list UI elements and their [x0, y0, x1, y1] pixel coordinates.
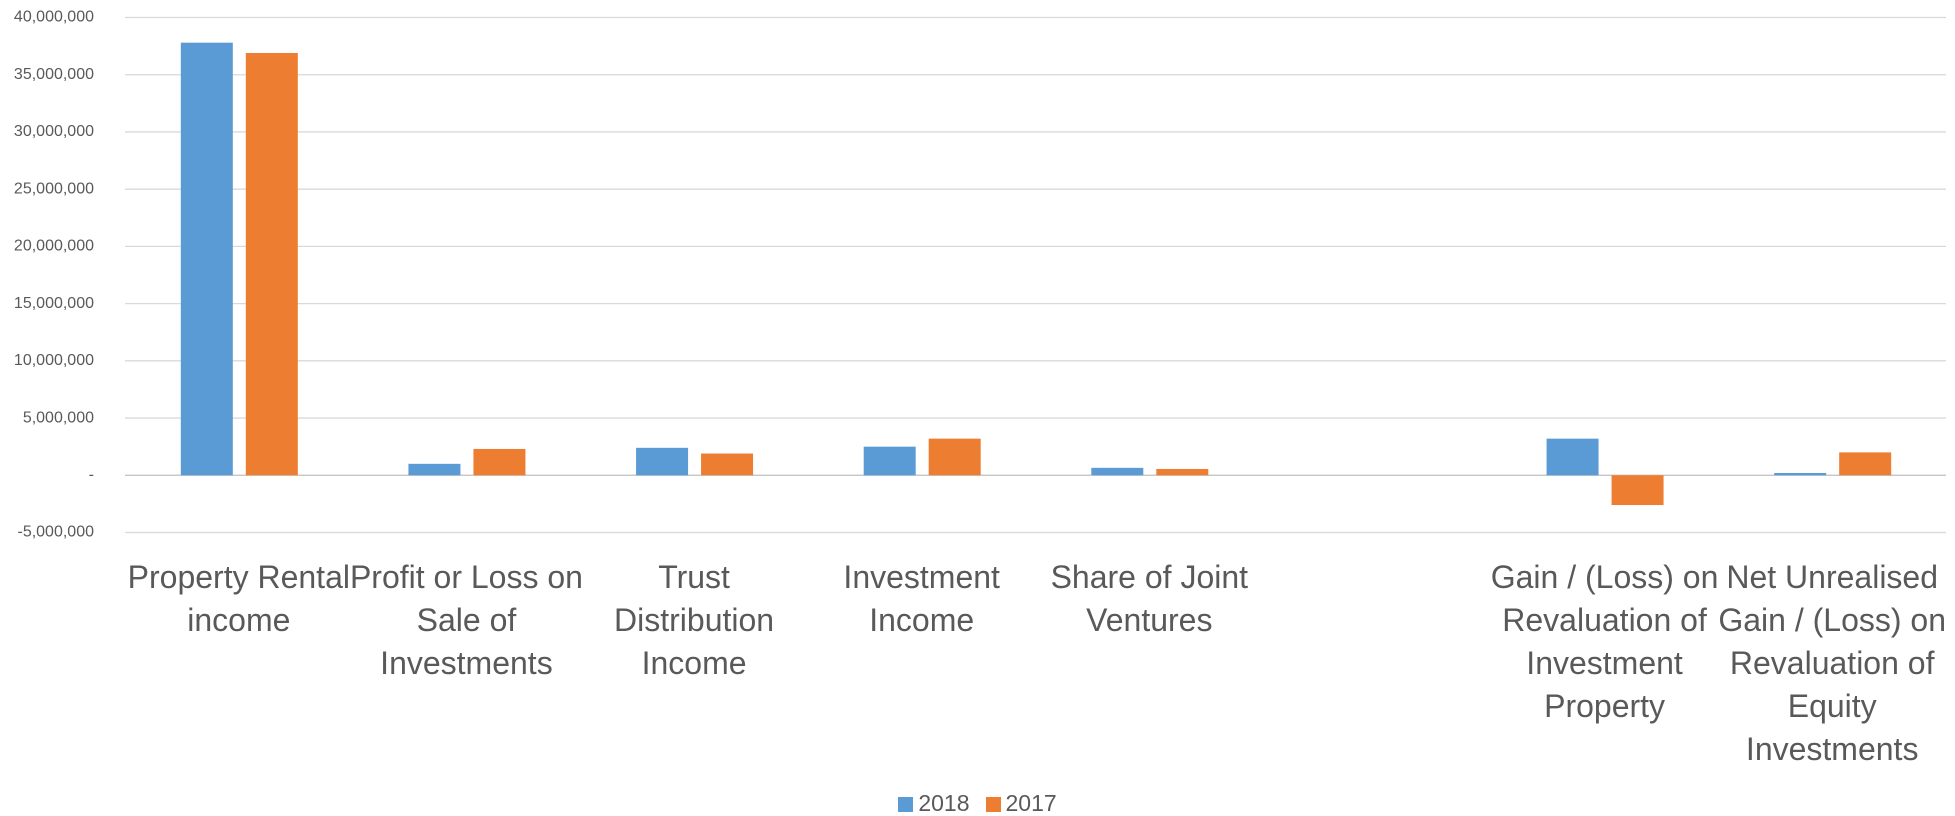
legend-label: 2017	[1005, 790, 1057, 816]
x-tick-label: Investment Income	[843, 559, 1000, 638]
legend: 2018 2017	[0, 790, 1955, 816]
plot: -5,000,000-5,000,00010,000,00015,000,000…	[14, 9, 1946, 541]
bar	[863, 446, 916, 476]
bar	[636, 447, 689, 476]
bar	[180, 42, 233, 476]
y-tick-label: -5,000,000	[17, 524, 94, 541]
y-tick-label: 40,000,000	[14, 9, 94, 26]
bar	[1091, 467, 1144, 476]
y-tick-label: 20,000,000	[14, 238, 94, 255]
bar	[1546, 438, 1599, 476]
y-tick-label: 30,000,000	[14, 123, 94, 140]
legend-item: 2018	[898, 790, 970, 816]
bar	[1774, 472, 1827, 476]
x-tick-label: Share of Joint Ventures	[1050, 559, 1249, 638]
x-tick-label: Profit or Loss on Sale of Investments	[349, 559, 583, 681]
x-tick-label: Gain / (Loss) on Revaluation of Investme…	[1490, 559, 1719, 724]
legend-swatch	[898, 797, 914, 812]
bar	[1839, 452, 1892, 476]
y-tick-label: 25,000,000	[14, 180, 94, 197]
y-tick-label: 15,000,000	[14, 295, 94, 312]
bar	[408, 463, 461, 476]
y-tick-label: 5,000,000	[23, 409, 94, 426]
y-tick-label: 35,000,000	[14, 66, 94, 83]
bar	[473, 448, 526, 476]
y-tick-label: 10,000,000	[14, 352, 94, 369]
bar	[701, 453, 754, 476]
legend-swatch	[985, 797, 1001, 812]
y-tick-label: -	[89, 466, 94, 483]
bar	[245, 52, 298, 476]
x-tick-label: Trust Distribution Income	[614, 559, 775, 681]
bar	[928, 438, 981, 476]
x-tick-label: Net Unrealised Gain / (Loss) on Revaluat…	[1718, 559, 1947, 767]
legend-label: 2018	[918, 790, 970, 816]
legend-item: 2017	[985, 790, 1057, 816]
bar	[1156, 468, 1209, 476]
bar	[1611, 475, 1664, 506]
x-tick-label: Property Rental income	[127, 559, 350, 638]
